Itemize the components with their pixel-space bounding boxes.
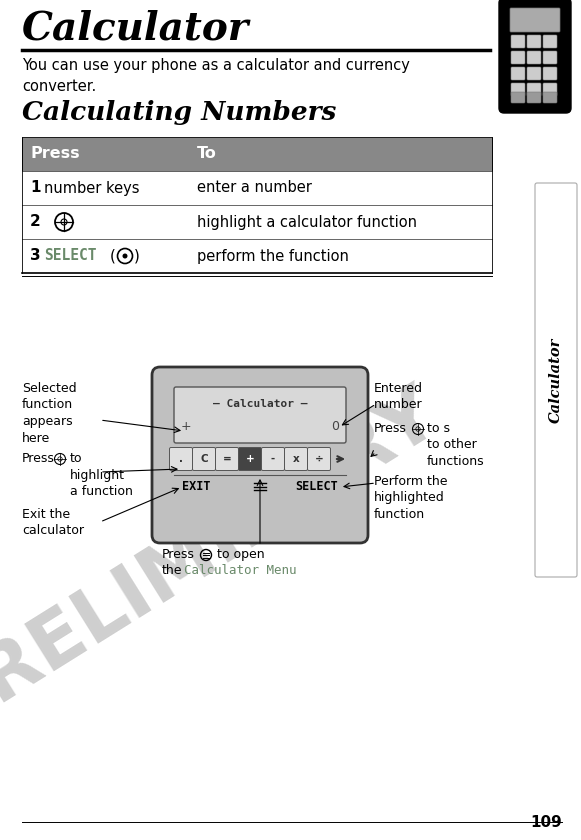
Text: .: . — [179, 454, 183, 464]
FancyBboxPatch shape — [152, 367, 368, 543]
Circle shape — [123, 254, 127, 259]
Text: Calculating Numbers: Calculating Numbers — [22, 100, 336, 125]
Text: perform the function: perform the function — [197, 249, 349, 264]
Text: Press: Press — [30, 146, 80, 161]
FancyBboxPatch shape — [170, 448, 192, 470]
FancyBboxPatch shape — [285, 448, 307, 470]
Text: Calculator: Calculator — [549, 338, 563, 423]
FancyBboxPatch shape — [238, 448, 261, 470]
FancyBboxPatch shape — [543, 67, 557, 80]
FancyBboxPatch shape — [543, 92, 557, 103]
FancyBboxPatch shape — [499, 0, 571, 113]
Text: Exit the
calculator: Exit the calculator — [22, 508, 84, 538]
FancyBboxPatch shape — [307, 448, 331, 470]
FancyBboxPatch shape — [543, 83, 557, 96]
Text: to open: to open — [217, 548, 264, 561]
Text: 109: 109 — [530, 815, 562, 830]
FancyBboxPatch shape — [543, 51, 557, 64]
FancyBboxPatch shape — [527, 51, 541, 64]
Text: EXIT: EXIT — [182, 480, 210, 493]
FancyBboxPatch shape — [527, 35, 541, 48]
Text: Entered
number: Entered number — [374, 382, 423, 412]
FancyBboxPatch shape — [511, 92, 525, 103]
Text: SELECT: SELECT — [44, 249, 96, 264]
FancyBboxPatch shape — [535, 183, 577, 577]
Text: (: ( — [110, 249, 116, 264]
Text: ): ) — [134, 249, 140, 264]
Text: C: C — [200, 454, 208, 464]
Text: Selected
function
appears
here: Selected function appears here — [22, 382, 77, 444]
FancyBboxPatch shape — [511, 35, 525, 48]
Text: =: = — [223, 454, 231, 464]
FancyBboxPatch shape — [174, 387, 346, 443]
FancyBboxPatch shape — [192, 448, 216, 470]
Text: x: x — [293, 454, 299, 464]
Text: 1: 1 — [30, 181, 41, 196]
FancyBboxPatch shape — [261, 448, 285, 470]
Text: -: - — [271, 454, 275, 464]
Text: Press: Press — [162, 548, 195, 561]
FancyBboxPatch shape — [216, 448, 238, 470]
FancyBboxPatch shape — [511, 67, 525, 80]
Text: To: To — [197, 146, 217, 161]
Text: PRELIMINARY: PRELIMINARY — [0, 375, 451, 745]
Text: to s
to other
functions: to s to other functions — [427, 422, 485, 468]
Text: 3: 3 — [30, 249, 41, 264]
Text: Calculator: Calculator — [22, 10, 249, 48]
Text: Calculator Menu: Calculator Menu — [184, 564, 296, 577]
Bar — [22, 137, 492, 171]
Text: 0: 0 — [331, 421, 339, 433]
Text: 2: 2 — [30, 214, 41, 229]
Text: +: + — [246, 454, 254, 464]
Text: number keys: number keys — [44, 181, 139, 196]
Text: Press: Press — [374, 422, 407, 435]
Text: Perform the
highlighted
function: Perform the highlighted function — [374, 475, 447, 521]
Text: SELECT: SELECT — [295, 480, 338, 493]
FancyBboxPatch shape — [510, 8, 560, 32]
FancyBboxPatch shape — [511, 51, 525, 64]
Text: You can use your phone as a calculator and currency
converter.: You can use your phone as a calculator a… — [22, 58, 410, 94]
FancyBboxPatch shape — [527, 83, 541, 96]
Text: Press: Press — [22, 452, 55, 465]
FancyBboxPatch shape — [511, 83, 525, 96]
FancyBboxPatch shape — [527, 92, 541, 103]
Text: — Calculator —: — Calculator — — [213, 399, 307, 409]
Text: the: the — [162, 564, 182, 577]
Text: highlight a calculator function: highlight a calculator function — [197, 214, 417, 229]
Text: enter a number: enter a number — [197, 181, 312, 196]
Text: +: + — [181, 421, 192, 433]
FancyBboxPatch shape — [527, 67, 541, 80]
Text: to
highlight
a function: to highlight a function — [70, 452, 133, 498]
FancyBboxPatch shape — [543, 35, 557, 48]
Text: ÷: ÷ — [315, 454, 324, 464]
